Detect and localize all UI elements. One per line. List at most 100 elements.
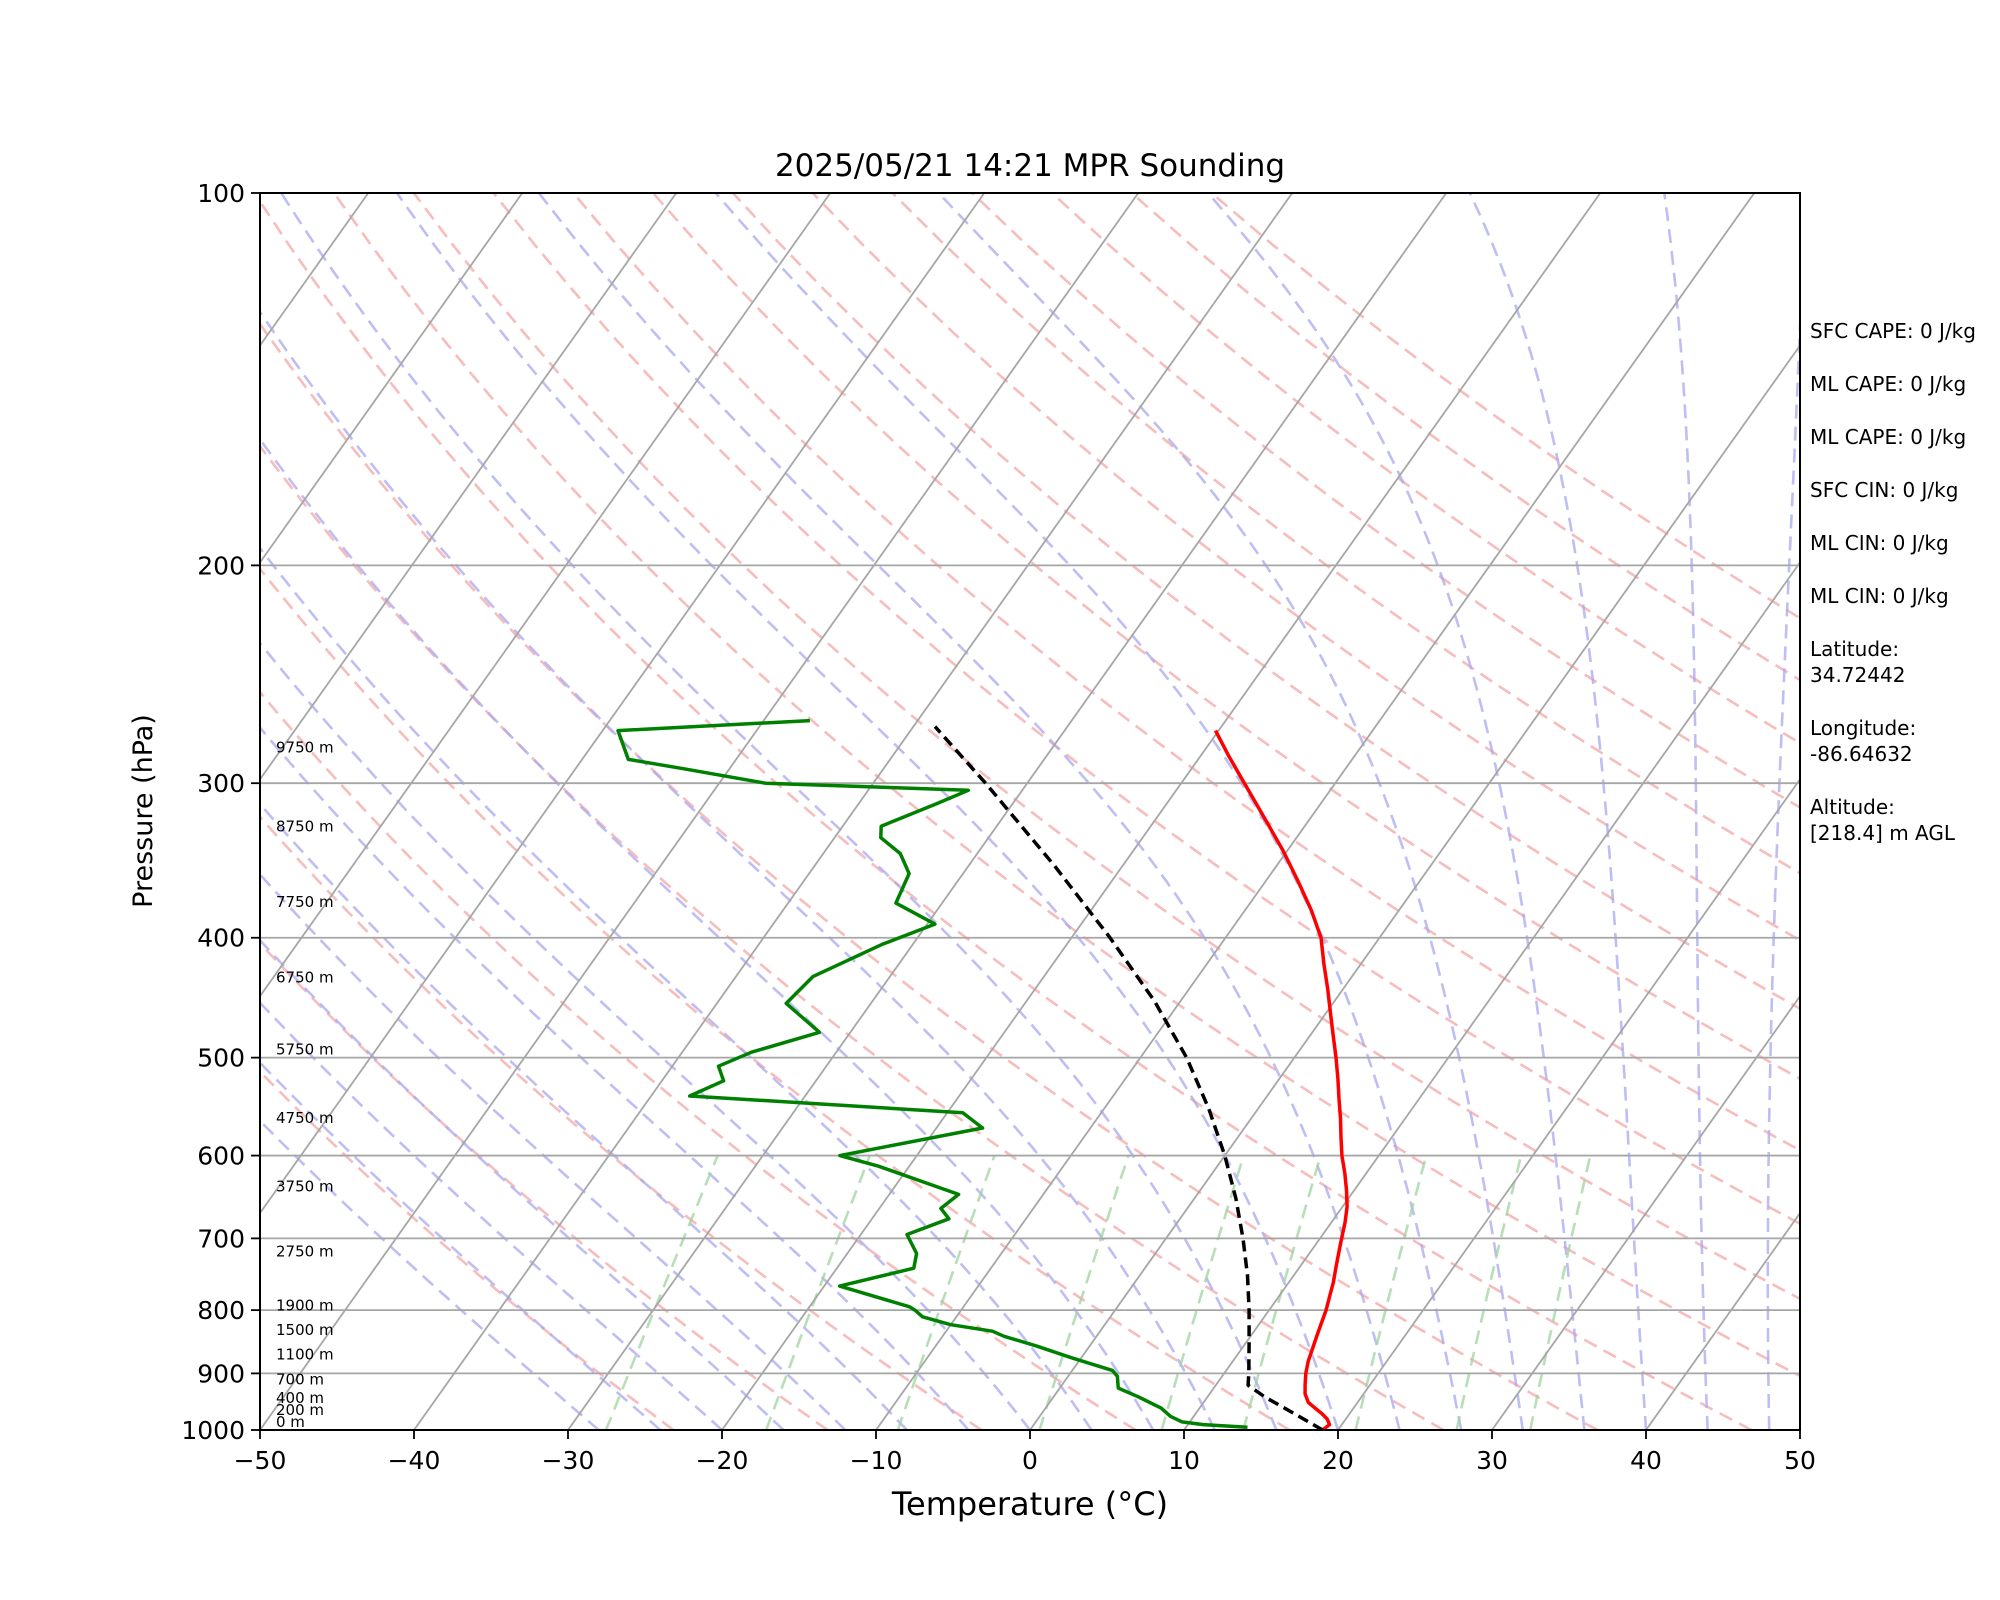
moist-adiabat-line [937, 193, 1525, 1430]
y-tick-label: 600 [197, 1142, 245, 1171]
moist-adiabat-line [260, 872, 847, 1430]
x-tick-label: 30 [1476, 1446, 1508, 1475]
mixing-ratio-line [1242, 1155, 1322, 1430]
y-tick-label: 700 [197, 1224, 245, 1253]
y-axis-label: Pressure (hPa) [128, 714, 159, 908]
moist-adiabat-line [1766, 293, 1800, 1430]
height-label: 9750 m [276, 739, 334, 757]
x-tick-label: −10 [850, 1446, 903, 1475]
height-label: 1100 m [276, 1346, 334, 1364]
dry-adiabat-line [260, 566, 1291, 1430]
isotherm-line [413, 193, 1294, 1430]
moist-adiabat-line [280, 193, 1278, 1430]
moist-adiabat-line [1663, 193, 1709, 1430]
x-tick-label: −40 [388, 1446, 441, 1475]
isotherm-line [1183, 560, 1800, 1430]
isotherm-line [260, 193, 678, 781]
skewed-isotherms [0, 193, 1800, 1430]
x-tick-label: 50 [1784, 1446, 1816, 1475]
sfc-cape-text: SFC CAPE: 0 J/kg [1810, 319, 1976, 343]
isobar-gridlines [260, 193, 1800, 1430]
moist-adiabat-line [260, 437, 1155, 1430]
moist-adiabat-line [714, 193, 1463, 1430]
isotherm-line [1491, 994, 1800, 1430]
height-label: 2750 m [276, 1242, 334, 1260]
y-axis-ticks: 100 200 300 400 500 600 700 800 900 1000 [181, 179, 260, 1445]
height-label: 200 m [276, 1401, 324, 1419]
chart-title: 2025/05/21 14:21 MPR Sounding [775, 148, 1285, 184]
moist-adiabat-line [260, 546, 1093, 1430]
dry-adiabat-line [572, 193, 1800, 1152]
height-label: 8750 m [276, 817, 334, 835]
y-tick-label: 500 [197, 1044, 245, 1073]
x-tick-label: 40 [1630, 1446, 1662, 1475]
isotherm-line [260, 193, 986, 1215]
mixing-ratio-line [764, 1155, 872, 1430]
x-tick-label: 0 [1022, 1446, 1038, 1475]
height-label: 3750 m [276, 1177, 334, 1195]
dry-adiabat-line [333, 193, 1800, 1378]
dry-adiabat-line [260, 199, 1753, 1430]
isotherm-line [567, 193, 1448, 1430]
latitude-text: Latitude: 34.72442 [1810, 637, 1906, 687]
isotherm-line [875, 193, 1756, 1430]
height-label: 6750 m [276, 968, 334, 986]
x-tick-label: 20 [1322, 1446, 1354, 1475]
height-label: 1500 m [276, 1321, 334, 1339]
dry-adiabat-line [260, 321, 1599, 1430]
moist-adiabat-line [260, 1118, 600, 1430]
dry-adiabat-line [492, 193, 1800, 1226]
moist-adiabat-line [260, 1000, 723, 1430]
moist-adiabat-line [260, 309, 1216, 1430]
mixing-ratio-line [1160, 1155, 1245, 1430]
height-label: 5750 m [276, 1041, 334, 1059]
x-tick-label: −50 [234, 1446, 287, 1475]
moist-adiabat-line [260, 802, 908, 1430]
y-tick-label: 100 [197, 179, 245, 208]
moist-adiabat-line [260, 1060, 662, 1430]
dry-adiabat-line [260, 1069, 675, 1430]
height-label: 4750 m [276, 1109, 334, 1127]
isotherm-line [721, 193, 1602, 1430]
mixing-ratio-line [1529, 1155, 1592, 1430]
ml-cin-text: ML CIN: 0 J/kg [1810, 531, 1949, 555]
moist-adiabat-line [1207, 193, 1586, 1430]
height-label: 700 m [276, 1371, 324, 1389]
altitude-text: Altitude: [218.4] m AGL [1810, 795, 1956, 845]
isotherm-line [0, 193, 214, 1430]
dry-adiabat-line [260, 690, 1137, 1430]
temperature-line [1213, 729, 1349, 1430]
x-axis-label: Temperature (°C) [891, 1485, 1168, 1523]
moist-adiabat-line [537, 193, 1401, 1430]
y-tick-label: 800 [197, 1296, 245, 1325]
isotherm-line [260, 193, 832, 998]
y-tick-label: 400 [197, 924, 245, 953]
height-label: 1900 m [276, 1296, 334, 1314]
x-tick-label: −30 [542, 1446, 595, 1475]
y-tick-label: 300 [197, 769, 245, 798]
y-tick-label: 1000 [181, 1416, 245, 1445]
parcel-line [933, 725, 1324, 1430]
height-label: 7750 m [276, 893, 334, 911]
mixing-ratio-line [1455, 1155, 1523, 1430]
mixing-ratio-line [896, 1155, 996, 1430]
info-panel: SFC CAPE: 0 J/kg ML CAPE: 0 J/kg ML CAPE… [1810, 318, 2000, 873]
x-axis-ticks: −50 −40 −30 −20 −10 0 10 20 30 40 50 [234, 1430, 1816, 1475]
moist-adiabat-line [260, 641, 1032, 1430]
isotherm-line [1337, 777, 1800, 1430]
isotherm-line [1645, 1211, 1800, 1430]
x-tick-label: −20 [696, 1446, 749, 1475]
isotherm-line [1029, 343, 1800, 1430]
moist-adiabats [260, 193, 1800, 1430]
longitude-text: Longitude: -86.64632 [1810, 716, 1917, 766]
x-tick-label: 10 [1168, 1446, 1200, 1475]
mixing-ratio-lines [604, 1155, 1592, 1430]
mixing-ratio-line [1038, 1155, 1130, 1430]
moist-adiabat-line [395, 193, 1340, 1430]
dry-adiabat-line [652, 193, 1800, 1081]
dry-adiabat-line [260, 815, 983, 1430]
height-label: 400 m [276, 1389, 324, 1407]
y-tick-label: 900 [197, 1359, 245, 1388]
